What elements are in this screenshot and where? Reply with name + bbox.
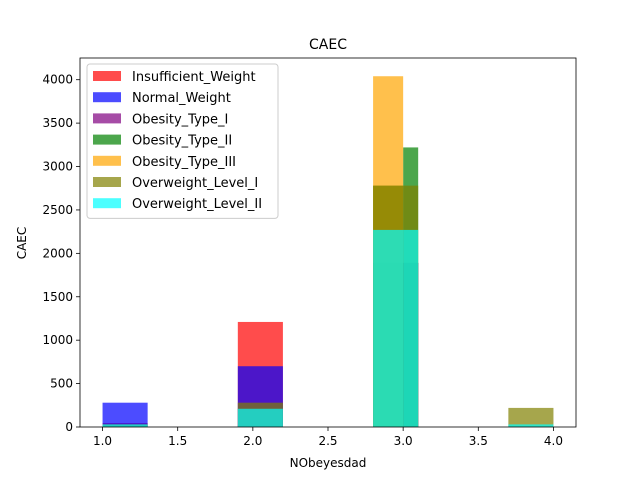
x-axis-label: NObeyesdad bbox=[290, 456, 367, 470]
y-axis-label: CAEC bbox=[15, 227, 29, 260]
axes-layer: 1.0 1.5 2.0 2.5 3.0 3.5 4.0 0 500 1000 1500 2000 250… bbox=[42, 57, 577, 448]
legend-item: Obesity_Type_II bbox=[93, 134, 232, 149]
bar-Overweight_Level_II-bin-3 bbox=[403, 229, 419, 427]
legend-item: Normal_Weight bbox=[93, 91, 231, 106]
bar-Normal_Weight-bin-0 bbox=[102, 402, 148, 427]
legend-swatch bbox=[93, 113, 121, 124]
legend-label: Obesity_Type_I bbox=[132, 112, 228, 127]
x-tick-label: 1.5 bbox=[168, 434, 187, 448]
y-tick-label: 2500 bbox=[42, 203, 73, 217]
legend-swatch bbox=[93, 71, 121, 81]
legend-label: Insufficient_Weight bbox=[132, 70, 256, 85]
legend-label: Obesity_Type_III bbox=[132, 155, 236, 170]
bar-Overweight_Level_I-bin-4 bbox=[508, 407, 554, 427]
legend-swatch bbox=[93, 155, 121, 166]
bar-Overweight_Level_II-bin-4 bbox=[508, 424, 554, 427]
y-tick-label: 0 bbox=[65, 420, 73, 434]
y-tick-label: 3500 bbox=[42, 116, 73, 130]
legend-label: Obesity_Type_II bbox=[132, 134, 232, 149]
legend-swatch bbox=[93, 177, 121, 187]
bar-Overweight_Level_II-bin-2 bbox=[373, 229, 404, 427]
legend-label: Overweight_Level_I bbox=[132, 176, 258, 191]
chart-title: CAEC bbox=[309, 37, 347, 53]
legend-item: Overweight_Level_II bbox=[93, 197, 262, 212]
legend-swatch bbox=[93, 134, 121, 145]
legend-swatch bbox=[93, 92, 121, 103]
y-tick-label: 3000 bbox=[42, 160, 73, 174]
legend-item: Insufficient_Weight bbox=[93, 70, 256, 85]
y-tick-label: 500 bbox=[50, 377, 73, 391]
legend-label: Overweight_Level_II bbox=[132, 197, 262, 212]
x-tick-label: 3.5 bbox=[469, 434, 488, 448]
legend-label: Normal_Weight bbox=[132, 91, 231, 106]
legend: Insufficient_Weight Normal_Weight Obesity_… bbox=[86, 63, 279, 219]
bar-Overweight_Level_II-bin-1 bbox=[237, 408, 283, 427]
x-tick-label: 2.0 bbox=[243, 434, 262, 448]
y-tick-label: 1000 bbox=[42, 333, 73, 347]
legend-box bbox=[86, 63, 279, 219]
y-tick-label: 4000 bbox=[42, 73, 73, 87]
x-tick-label: 1.0 bbox=[93, 434, 112, 448]
legend-swatch bbox=[93, 198, 121, 209]
x-tick-label: 3.0 bbox=[394, 434, 413, 448]
y-tick-label: 2000 bbox=[42, 246, 73, 260]
x-tick-label: 2.5 bbox=[318, 434, 337, 448]
series-Overweight_Level_II bbox=[102, 229, 554, 427]
bars-layer bbox=[102, 76, 554, 428]
y-tick-label: 1500 bbox=[42, 290, 73, 304]
legend-item: Overweight_Level_I bbox=[93, 176, 258, 191]
legend-item: Obesity_Type_III bbox=[93, 155, 236, 170]
legend-item: Obesity_Type_I bbox=[93, 112, 228, 127]
bar-Overweight_Level_II-bin-0 bbox=[102, 424, 148, 427]
x-tick-label: 4.0 bbox=[544, 434, 563, 448]
